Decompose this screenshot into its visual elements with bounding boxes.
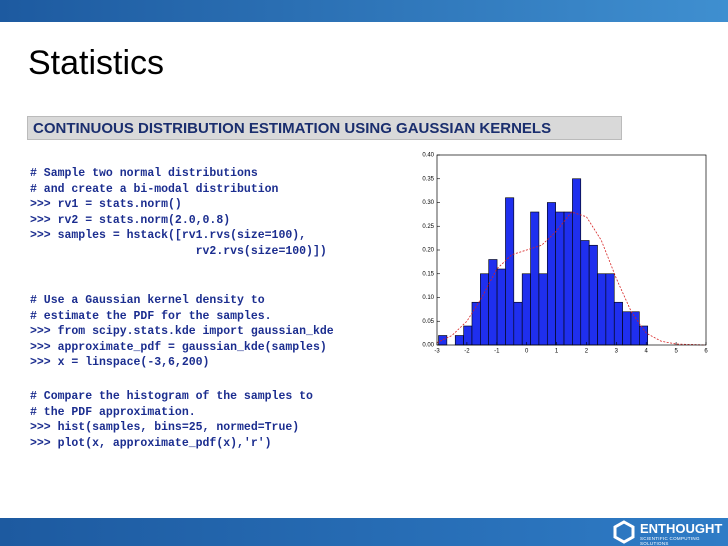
header-bar xyxy=(0,0,728,22)
bar xyxy=(572,178,582,346)
bar xyxy=(505,197,515,346)
bar xyxy=(630,311,640,346)
x-tick-label: -3 xyxy=(434,349,440,355)
y-tick-label: 0.35 xyxy=(422,176,434,182)
bar xyxy=(471,301,481,346)
y-tick-label: 0.00 xyxy=(422,343,434,349)
logo-icon xyxy=(613,520,635,544)
code-line: # Use a Gaussian kernel density to xyxy=(30,294,265,307)
x-tick-label: -1 xyxy=(494,349,500,355)
code-line: # and create a bi-modal distribution xyxy=(30,182,279,196)
code-line: >>> hist(samples, bins=25, normed=True) xyxy=(30,421,300,434)
code-line: # Compare the histogram of the samples t… xyxy=(30,390,313,403)
bar xyxy=(622,311,632,346)
y-tick-label: 0.40 xyxy=(422,153,434,159)
bar xyxy=(463,325,473,346)
code-line: # the PDF approximation. xyxy=(30,405,196,419)
y-tick-label: 0.10 xyxy=(422,295,434,301)
kde-line xyxy=(436,211,707,346)
logo: ENTHOUGHT xyxy=(640,521,723,536)
x-tick-label: 3 xyxy=(615,349,619,355)
y-tick-label: 0.05 xyxy=(422,319,434,325)
x-tick-label: 4 xyxy=(645,349,649,355)
bar xyxy=(613,301,623,346)
bar xyxy=(496,268,506,346)
bar xyxy=(513,301,523,346)
x-tick-label: -2 xyxy=(464,349,470,355)
bar xyxy=(454,335,464,346)
x-tick-label: 2 xyxy=(585,349,589,355)
bar xyxy=(563,211,573,346)
code-line: # Sample two normal distributions xyxy=(30,167,258,180)
bar xyxy=(555,211,565,346)
bar xyxy=(546,202,556,346)
y-tick-label: 0.15 xyxy=(422,271,434,277)
y-tick-label: 0.30 xyxy=(422,200,434,206)
bar xyxy=(438,335,448,346)
banner: CONTINUOUS DISTRIBUTION ESTIMATION USING… xyxy=(27,116,622,140)
code-line: >>> plot(x, approximate_pdf(x),'r') xyxy=(30,436,272,450)
x-tick-label: 1 xyxy=(555,349,559,355)
y-tick-label: 0.25 xyxy=(422,224,434,230)
bar xyxy=(530,211,540,346)
chart: 0.00 0.05 0.10 0.15 0.20 0.25 0.30 0.35 0.40 -3 -2… xyxy=(422,153,708,355)
slide-title: Statistics xyxy=(28,44,165,82)
footer-bar xyxy=(0,518,728,546)
bar xyxy=(488,259,498,346)
bar xyxy=(538,273,548,346)
code-line: >>> samples = hstack([rv1.rvs(size=100), xyxy=(30,229,307,242)
bar xyxy=(597,273,607,346)
x-tick-label: 5 xyxy=(674,349,678,355)
bar xyxy=(580,240,590,346)
x-tick-label: 6 xyxy=(704,349,708,355)
code-line: rv2.rvs(size=100)]) xyxy=(30,244,327,258)
code-line: >>> rv2 = stats.norm(2.0,0.8) xyxy=(30,213,231,227)
bar xyxy=(588,244,598,346)
code-line: >>> approximate_pdf = gaussian_kde(sampl… xyxy=(30,340,327,354)
code-line: >>> rv1 = stats.norm() xyxy=(30,198,182,211)
bar xyxy=(521,273,531,346)
tagline: SCIENTIFIC COMPUTING SOLUTIONS xyxy=(640,536,700,546)
code-line: >>> from scipy.stats.kde import gaussian… xyxy=(30,325,334,338)
x-tick-label: 0 xyxy=(525,349,529,355)
code-line: # estimate the PDF for the samples. xyxy=(30,309,272,323)
bar xyxy=(605,273,615,346)
bar xyxy=(480,273,490,346)
y-tick-label: 0.20 xyxy=(422,248,434,254)
code-line: >>> x = linspace(-3,6,200) xyxy=(30,356,210,369)
